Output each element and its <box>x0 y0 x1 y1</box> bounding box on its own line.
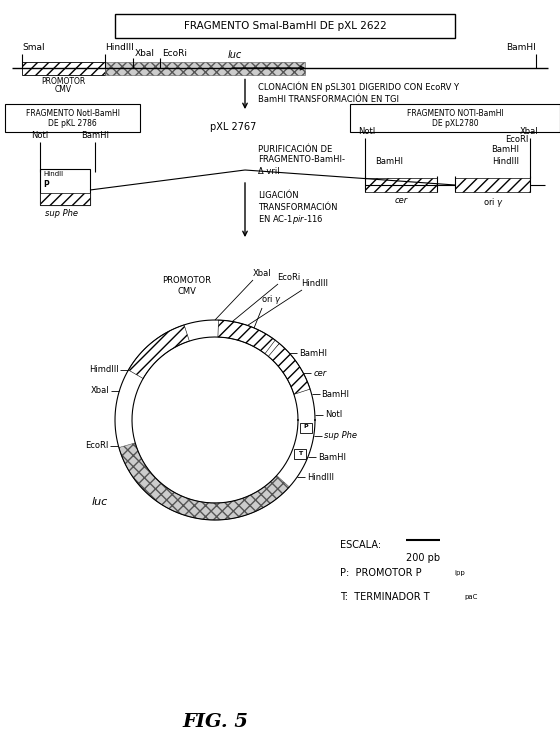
Bar <box>350 104 560 132</box>
Text: BamHI: BamHI <box>491 145 519 154</box>
Text: CMV: CMV <box>178 287 197 296</box>
Text: EcoRI: EcoRI <box>505 135 528 144</box>
Text: FRAGMENTO NotI-BamHI: FRAGMENTO NotI-BamHI <box>26 109 119 118</box>
Polygon shape <box>128 325 189 379</box>
Bar <box>40 193 90 205</box>
Text: P: P <box>304 424 309 430</box>
Text: luc: luc <box>92 497 108 507</box>
Text: HimdIII: HimdIII <box>88 365 118 374</box>
Polygon shape <box>268 344 310 394</box>
Text: LIGACIÓN: LIGACIÓN <box>258 190 298 200</box>
Text: HindIII: HindIII <box>301 279 328 288</box>
Text: ori $\gamma$: ori $\gamma$ <box>483 196 503 209</box>
Bar <box>365 178 437 192</box>
Bar <box>300 423 312 433</box>
Text: XbaI: XbaI <box>91 386 109 395</box>
Text: paC: paC <box>464 594 477 600</box>
Bar <box>115 14 455 38</box>
Text: CMV: CMV <box>54 86 72 94</box>
Bar <box>5 104 140 132</box>
Text: BamHI TRANSFORMACIÓN EN TGI: BamHI TRANSFORMACIÓN EN TGI <box>258 94 399 104</box>
Text: XbaI: XbaI <box>135 49 155 58</box>
Text: cer: cer <box>313 368 326 377</box>
Text: SmaI: SmaI <box>22 43 45 52</box>
Text: HindIII: HindIII <box>492 157 519 166</box>
Text: NotI: NotI <box>31 131 49 140</box>
Text: PROMOTOR: PROMOTOR <box>41 77 85 86</box>
Text: HindII: HindII <box>43 171 63 177</box>
Text: PURIFICACIÓN DE: PURIFICACIÓN DE <box>258 145 332 154</box>
Text: DE pXL2780: DE pXL2780 <box>432 118 478 128</box>
Text: luc: luc <box>228 50 242 60</box>
Text: pXL 2767: pXL 2767 <box>210 122 256 132</box>
Text: FRAGMENTO SmaI-BamHI DE pXL 2622: FRAGMENTO SmaI-BamHI DE pXL 2622 <box>184 21 386 31</box>
Text: Δ vril: Δ vril <box>258 166 279 176</box>
Text: BamHI: BamHI <box>506 43 536 52</box>
Bar <box>294 449 306 459</box>
Text: DE pKL 2786: DE pKL 2786 <box>48 118 97 128</box>
Bar <box>22 62 105 74</box>
Text: XbaI: XbaI <box>253 269 272 278</box>
Text: T: T <box>298 451 302 456</box>
Text: EcoRi: EcoRi <box>162 49 187 58</box>
Text: T:  TERMINADOR T: T: TERMINADOR T <box>340 592 430 602</box>
Text: HindIII: HindIII <box>105 43 134 52</box>
Text: NotI: NotI <box>325 410 342 419</box>
Text: P: P <box>43 180 49 189</box>
Text: ipp: ipp <box>454 570 465 576</box>
Text: 200 pb: 200 pb <box>406 553 440 563</box>
Text: NotI: NotI <box>358 127 375 136</box>
Text: BamHI: BamHI <box>318 453 346 462</box>
Text: CLONACIÓN EN pSL301 DIGERIDO CON EcoRV Y: CLONACIÓN EN pSL301 DIGERIDO CON EcoRV Y <box>258 82 459 92</box>
Text: TRANSFORMACIÓN: TRANSFORMACIÓN <box>258 202 338 211</box>
Text: cer: cer <box>394 196 408 205</box>
Text: ESCALA:: ESCALA: <box>340 540 381 550</box>
Text: ori $\gamma$: ori $\gamma$ <box>261 293 282 306</box>
Text: P:  PROMOTOR P: P: PROMOTOR P <box>340 568 422 578</box>
Text: FRAGMENTO-BamHI-: FRAGMENTO-BamHI- <box>258 155 345 164</box>
Text: EcoRi: EcoRi <box>277 273 300 282</box>
Text: FIG. 5: FIG. 5 <box>182 713 248 731</box>
Text: sup Phe: sup Phe <box>324 431 357 440</box>
Bar <box>105 62 305 74</box>
Polygon shape <box>119 443 290 520</box>
Text: FRAGMENTO NOTI-BamHI: FRAGMENTO NOTI-BamHI <box>407 109 503 118</box>
Text: HindIII: HindIII <box>307 472 334 482</box>
Bar <box>40 169 90 205</box>
Text: EcoRI: EcoRI <box>85 442 109 451</box>
Text: BamHI: BamHI <box>321 389 349 398</box>
Text: PROMOTOR: PROMOTOR <box>162 276 212 285</box>
Text: BamHI: BamHI <box>375 157 403 166</box>
Text: BamHI: BamHI <box>299 349 327 358</box>
Text: sup Phe: sup Phe <box>45 209 78 218</box>
Polygon shape <box>218 320 275 354</box>
Bar <box>455 178 530 192</box>
Text: BamHI: BamHI <box>81 131 109 140</box>
Text: EN AC-1$pir$-116: EN AC-1$pir$-116 <box>258 212 324 226</box>
Text: XbaI: XbaI <box>519 127 538 136</box>
